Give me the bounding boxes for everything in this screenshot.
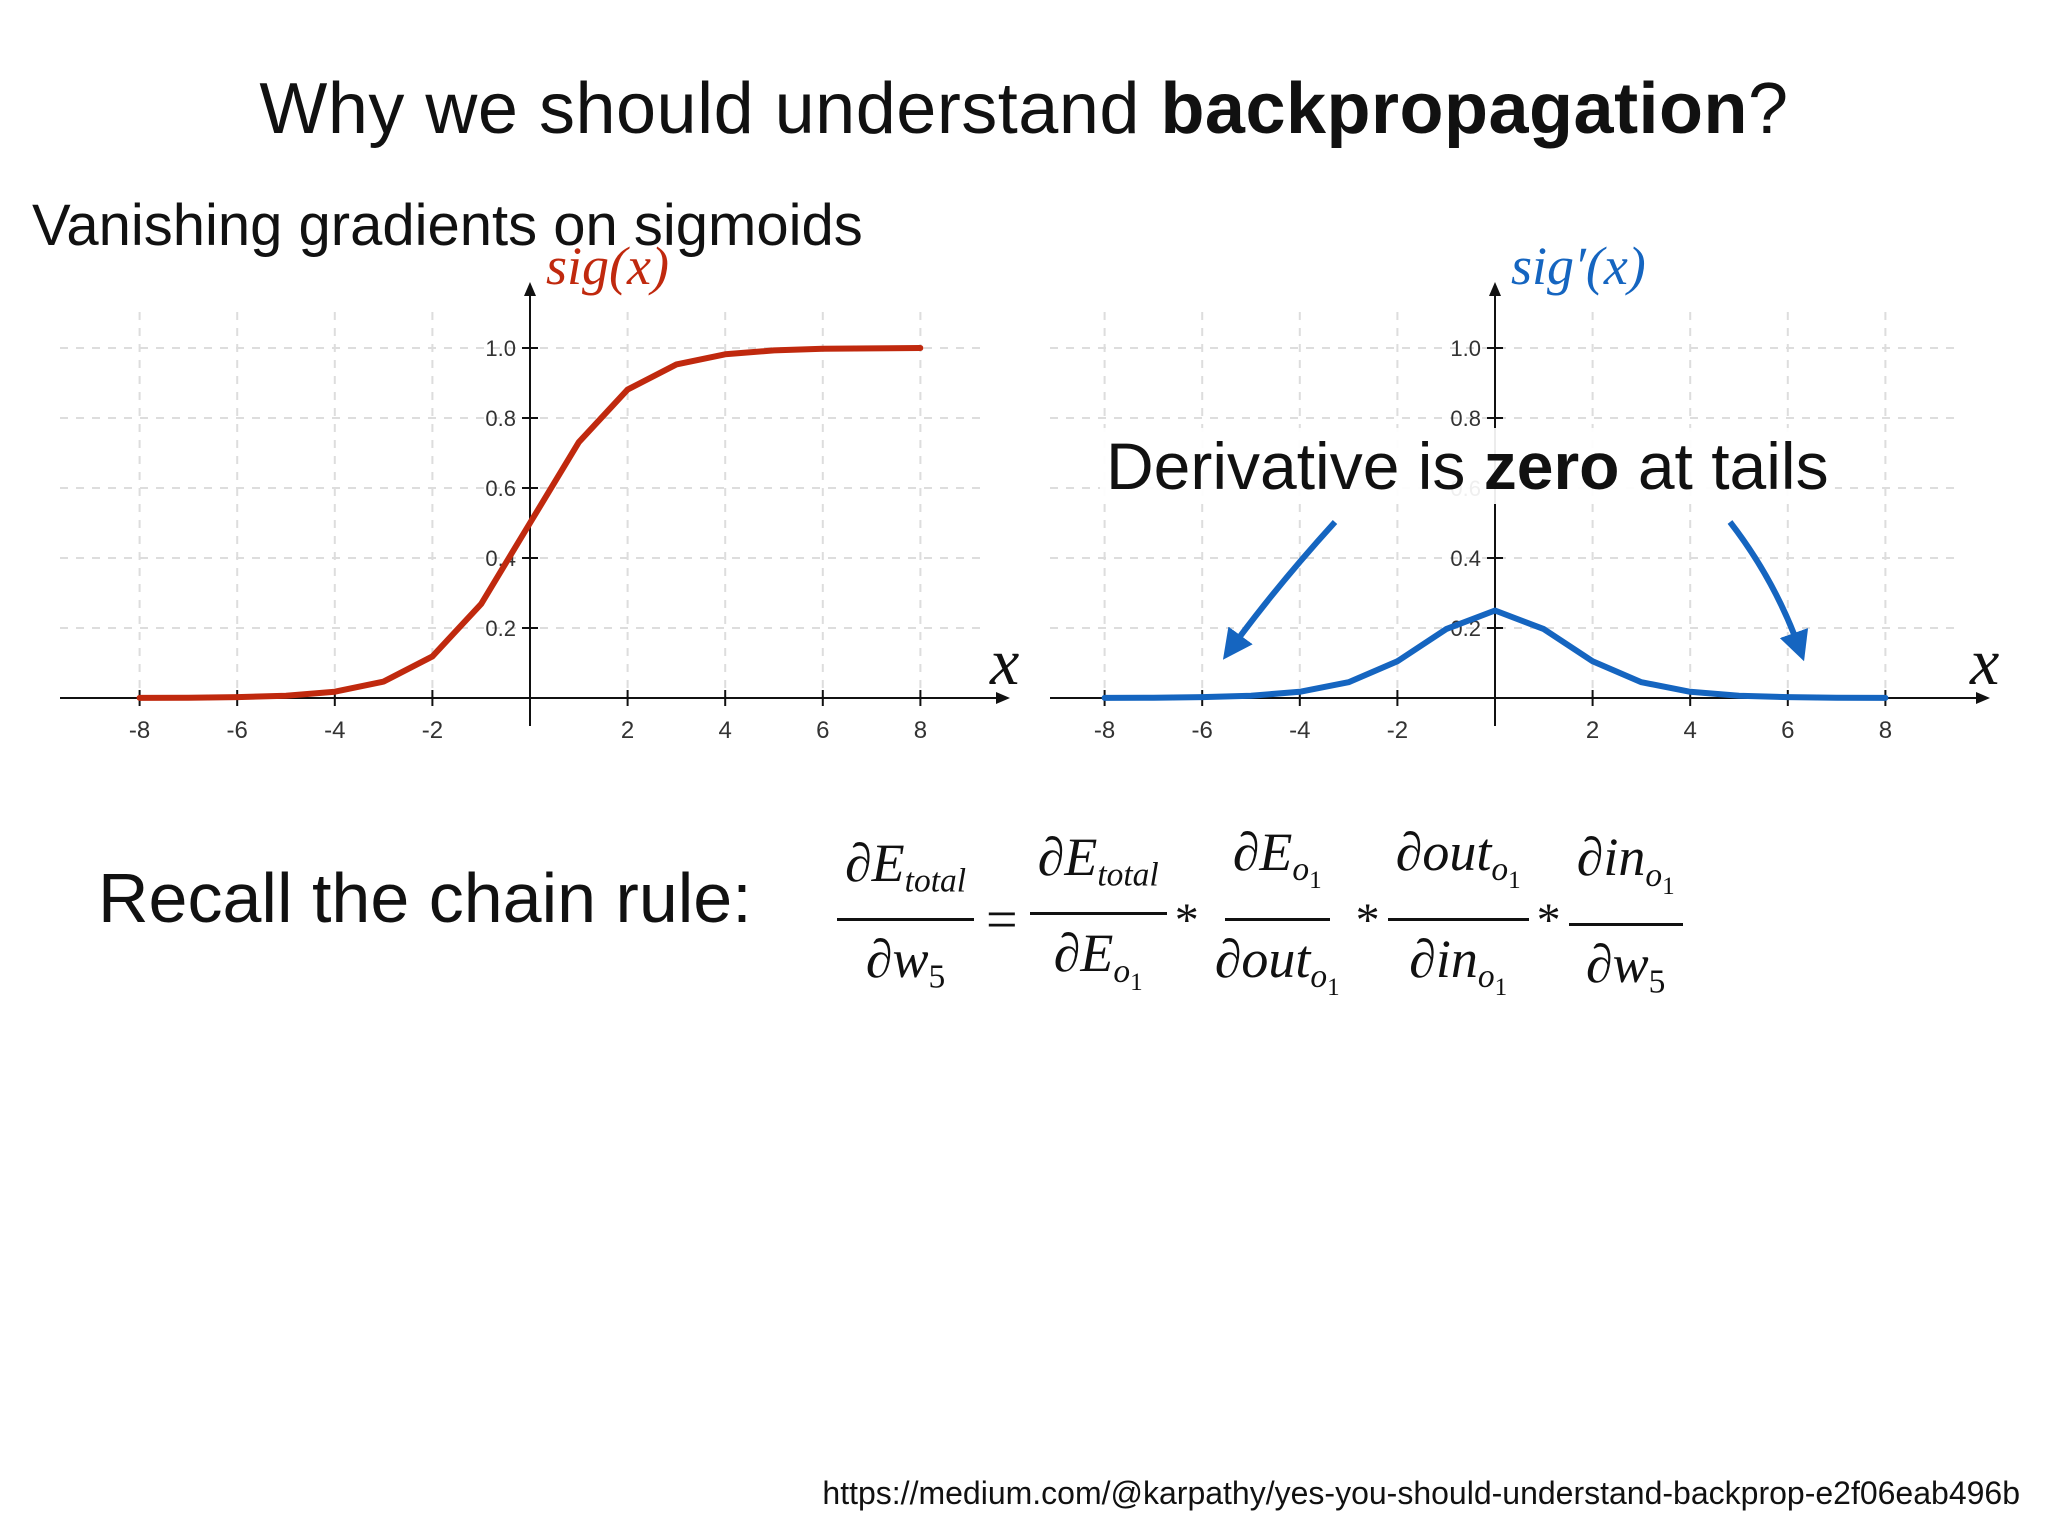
y-axis-arrow bbox=[524, 282, 536, 296]
x-axis-arrow bbox=[1976, 692, 1990, 704]
y-tick-label: 0.8 bbox=[485, 406, 516, 431]
fraction-denominator: ∂Eo1 bbox=[1053, 922, 1143, 996]
x-tick-label: -4 bbox=[1289, 717, 1310, 744]
source-link[interactable]: https://medium.com/@karpathy/yes-you-sho… bbox=[822, 1475, 2020, 1511]
fraction-numerator: ∂outo1 bbox=[1387, 820, 1529, 921]
x-tick-label: -6 bbox=[227, 717, 248, 744]
x-tick-label: 4 bbox=[719, 717, 732, 744]
y-tick-label: 1.0 bbox=[485, 336, 516, 361]
fraction-numerator: ∂Etotal bbox=[1029, 825, 1167, 915]
annotation-suffix: at tails bbox=[1619, 429, 1829, 503]
x-tick-label: 6 bbox=[1781, 717, 1794, 744]
y-tick-label: 0.4 bbox=[1450, 546, 1481, 571]
chain-rule-equation: ∂Etotal ∂w5 = ∂Etotal ∂Eo1 * ∂Eo1 ∂outo1… bbox=[835, 822, 1685, 1005]
left-tail-arrow bbox=[1222, 519, 1338, 660]
x-axis-label: x bbox=[989, 626, 1019, 699]
x-axis-label: x bbox=[1969, 626, 1999, 699]
x-tick-label: -2 bbox=[422, 717, 443, 744]
chain-rule-label: Recall the chain rule: bbox=[98, 859, 752, 937]
fraction-numerator: ∂Etotal bbox=[837, 831, 975, 921]
fraction-denominator: ∂w5 bbox=[865, 928, 946, 996]
annotation-prefix: Derivative is bbox=[1106, 429, 1484, 503]
term-fraction: ∂Etotal ∂Eo1 bbox=[1029, 825, 1167, 1014]
y-tick-label: 0.2 bbox=[485, 616, 516, 641]
x-tick-label: -8 bbox=[1094, 717, 1115, 744]
x-tick-label: 4 bbox=[1684, 717, 1697, 744]
x-tick-label: 2 bbox=[621, 717, 634, 744]
fraction-denominator: ∂w5 bbox=[1585, 934, 1666, 1001]
lhs-fraction: ∂Etotal ∂w5 bbox=[837, 831, 975, 1009]
slide-title: Why we should understand backpropagation… bbox=[0, 68, 2048, 150]
x-tick-label: 6 bbox=[816, 717, 829, 744]
x-tick-label: -8 bbox=[129, 717, 150, 744]
x-tick-label: -6 bbox=[1192, 717, 1213, 744]
title-prefix: Why we should understand bbox=[259, 69, 1161, 149]
term-fraction: ∂ino1 ∂w5 bbox=[1568, 825, 1683, 1014]
chart-title: sig′(x) bbox=[1511, 236, 1646, 296]
tail-annotation: Derivative is zero at tails bbox=[1100, 428, 1835, 504]
chart-title: sig(x) bbox=[546, 236, 669, 296]
y-axis-arrow bbox=[1489, 282, 1501, 296]
x-tick-label: -4 bbox=[324, 717, 345, 744]
x-axis-arrow bbox=[996, 692, 1010, 704]
title-bold: backpropagation bbox=[1160, 69, 1749, 149]
annotation-bold: zero bbox=[1483, 429, 1620, 503]
title-suffix: ? bbox=[1748, 69, 1789, 149]
right-tail-arrow bbox=[1727, 520, 1809, 662]
term-fraction: ∂outo1 ∂ino1 bbox=[1387, 820, 1529, 1020]
fraction-numerator: ∂ino1 bbox=[1568, 825, 1683, 927]
multiply-sign: * bbox=[1174, 893, 1199, 947]
series-line bbox=[1101, 607, 1889, 701]
annotation-arrows bbox=[1222, 519, 1809, 662]
y-tick-label: 1.0 bbox=[1450, 336, 1481, 361]
fraction-denominator: ∂ino1 bbox=[1409, 928, 1508, 1002]
equals-sign: = bbox=[986, 889, 1018, 951]
x-tick-label: 8 bbox=[914, 717, 927, 744]
y-tick-label: 0.8 bbox=[1450, 406, 1481, 431]
x-tick-label: 2 bbox=[1586, 717, 1599, 744]
y-tick-label: 0.6 bbox=[485, 476, 516, 501]
fraction-denominator: ∂outo1 bbox=[1214, 928, 1340, 1002]
slide-subtitle: Vanishing gradients on sigmoids bbox=[32, 193, 863, 258]
x-tick-label: -2 bbox=[1387, 717, 1408, 744]
fraction-numerator: ∂Eo1 bbox=[1224, 820, 1330, 921]
series-line bbox=[136, 345, 924, 701]
x-tick-label: 8 bbox=[1879, 717, 1892, 744]
multiply-sign: * bbox=[1355, 893, 1380, 947]
term-fraction: ∂Eo1 ∂outo1 bbox=[1207, 820, 1348, 1020]
multiply-sign: * bbox=[1536, 893, 1561, 947]
